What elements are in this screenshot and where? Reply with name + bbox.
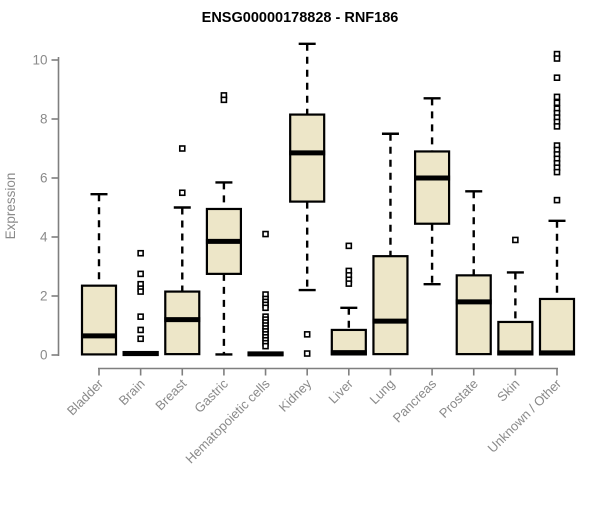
- box-kidney: [289, 113, 326, 203]
- x-tick-label: Skin: [494, 376, 522, 404]
- y-tick-label: 4: [40, 230, 48, 245]
- y-axis-label: Expression: [3, 173, 18, 240]
- box-breast: [164, 290, 201, 356]
- outlier-point: [262, 342, 269, 350]
- x-tick-label: Lung: [367, 376, 398, 407]
- outlier-point: [262, 230, 269, 238]
- outlier-point: [137, 270, 144, 278]
- outlier-point: [553, 123, 561, 130]
- outlier-point: [345, 242, 353, 250]
- box-bladder: [80, 284, 118, 356]
- outlier-point: [553, 55, 561, 62]
- outlier-point: [137, 335, 144, 343]
- x-tick-label: Pancreas: [390, 376, 440, 426]
- outlier-point: [137, 313, 144, 320]
- box-unknown-other: [538, 297, 576, 356]
- outlier-point: [303, 350, 311, 357]
- outlier-point: [553, 99, 561, 107]
- outlier-point: [137, 288, 144, 295]
- outlier-point: [137, 249, 144, 257]
- outlier-point: [512, 236, 519, 244]
- y-tick-label: 0: [40, 348, 48, 363]
- x-tick-label: Breast: [152, 376, 189, 413]
- outlier-point: [178, 189, 186, 197]
- x-tick-label: Unknown / Other: [485, 376, 565, 456]
- outlier-point: [345, 280, 353, 287]
- box-pancreas: [413, 150, 451, 225]
- y-tick-label: 6: [40, 171, 48, 186]
- x-tick-label: Brain: [116, 376, 148, 408]
- y-tick-label: 8: [40, 112, 48, 127]
- box-prostate: [455, 274, 492, 356]
- y-tick-label: 10: [32, 53, 47, 68]
- outlier-point: [553, 168, 561, 176]
- outlier-point: [220, 96, 228, 104]
- outlier-point: [553, 196, 561, 204]
- x-tick-label: Liver: [325, 376, 356, 407]
- box-lung: [372, 255, 409, 356]
- chart-title: ENSG00000178828 - RNF186: [202, 10, 399, 26]
- outlier-point: [553, 93, 561, 101]
- x-tick-label: Prostate: [436, 376, 481, 421]
- y-tick-label: 2: [40, 289, 48, 304]
- outlier-point: [262, 304, 269, 312]
- x-tick-label: Gastric: [191, 376, 231, 416]
- x-tick-label: Kidney: [276, 376, 315, 415]
- outlier-point: [303, 331, 311, 338]
- box-skin: [497, 320, 534, 356]
- outlier-point: [553, 74, 561, 81]
- outlier-point: [178, 145, 186, 152]
- outlier-point: [137, 326, 144, 334]
- x-tick-label: Bladder: [64, 376, 107, 419]
